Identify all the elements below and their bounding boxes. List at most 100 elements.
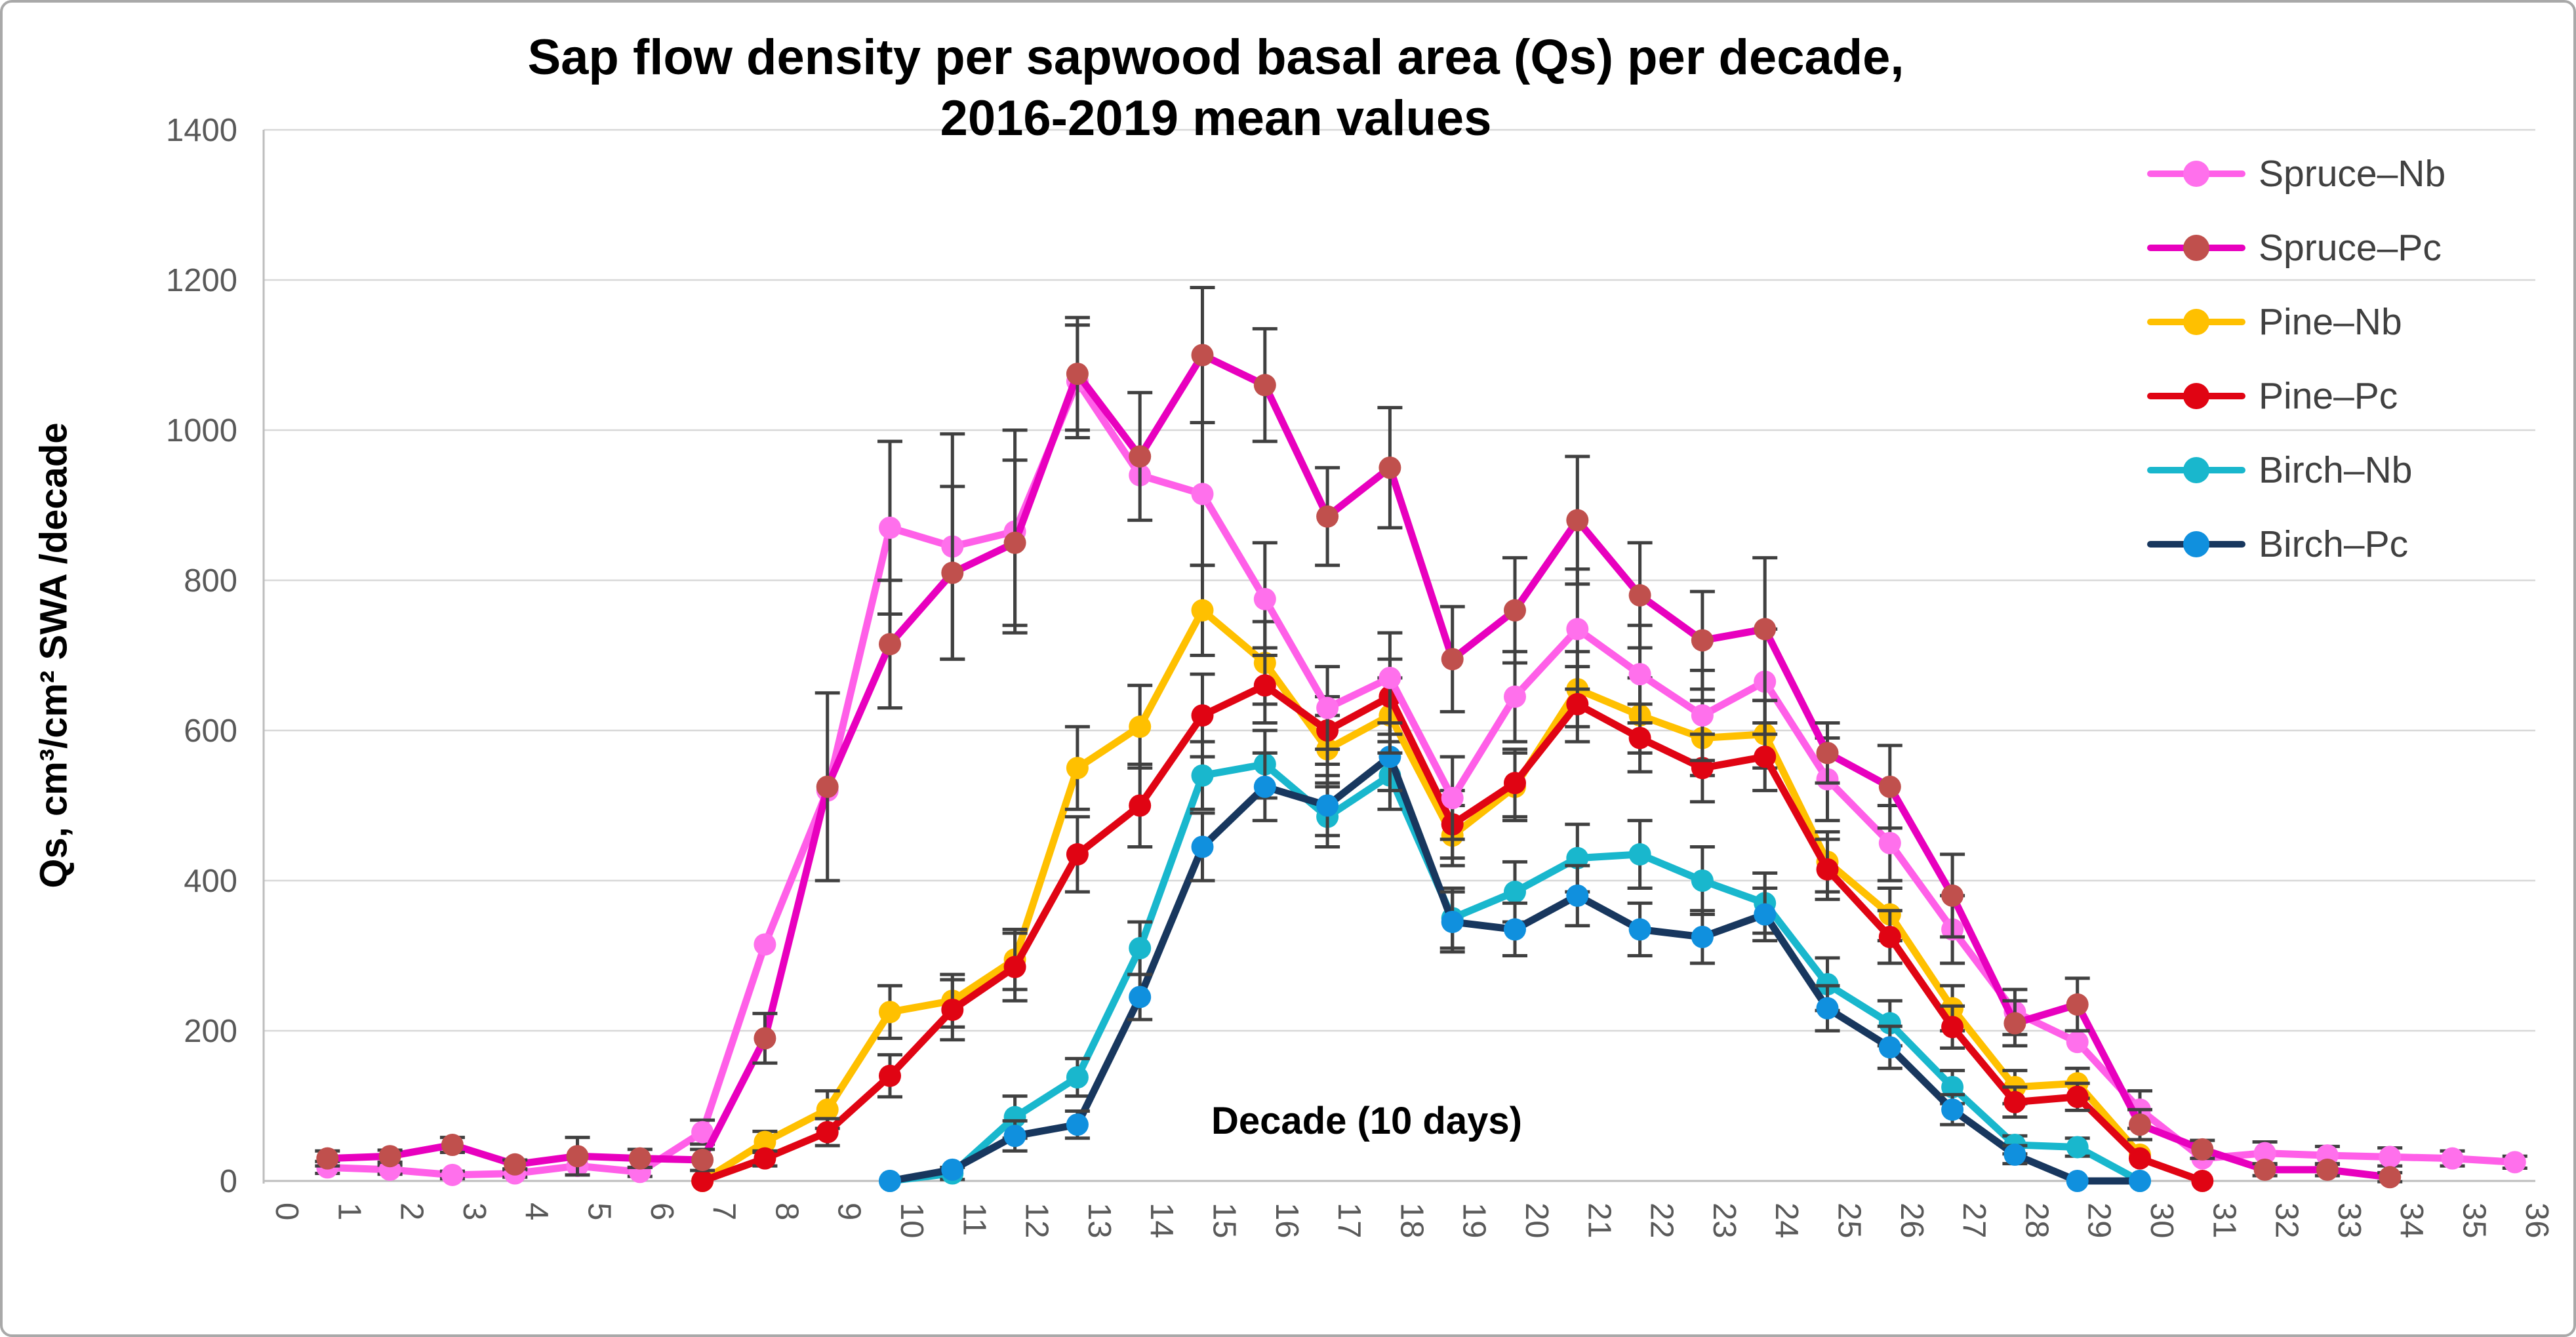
data-point-spruce-nb	[1379, 666, 1401, 689]
legend-marker-icon	[2183, 234, 2209, 261]
y-tick-label: 0	[220, 1164, 237, 1199]
data-point-birch-pc	[1441, 910, 1464, 933]
data-point-spruce-nb	[1253, 588, 1276, 610]
data-point-birch-pc	[2129, 1170, 2151, 1192]
data-point-birch-nb	[1191, 764, 1214, 787]
data-point-spruce-pc	[1316, 505, 1339, 528]
data-point-spruce-pc	[1816, 742, 1839, 765]
x-tick-label: 15	[1207, 1203, 1242, 1239]
x-tick-label: 32	[2269, 1203, 2304, 1239]
data-point-birch-pc	[1003, 1125, 1026, 1147]
data-point-birch-pc	[1504, 918, 1526, 941]
data-point-spruce-nb	[1878, 831, 1901, 854]
x-tick-label: 14	[1144, 1203, 1179, 1239]
legend-label: Spruce–Nb	[2259, 152, 2446, 195]
data-point-spruce-nb	[691, 1121, 714, 1144]
data-point-pine-nb	[816, 1098, 839, 1121]
legend-label: Pine–Pc	[2259, 374, 2398, 417]
x-tick-label: 27	[1956, 1203, 1992, 1239]
data-point-pine-pc	[1504, 772, 1526, 795]
data-point-spruce-nb	[1316, 696, 1339, 719]
data-point-birch-pc	[1316, 794, 1339, 817]
data-point-birch-pc	[1253, 775, 1276, 798]
chart-title: Sap flow density per sapwood basal area …	[42, 28, 2390, 149]
y-tick-label: 200	[184, 1014, 237, 1049]
data-point-birch-pc	[2003, 1143, 2026, 1166]
data-point-spruce-pc	[1941, 884, 1964, 907]
x-tick-label: 9	[832, 1203, 867, 1220]
data-point-pine-pc	[1816, 858, 1839, 881]
x-tick-label: 12	[1019, 1203, 1055, 1239]
x-tick-label: 17	[1331, 1203, 1367, 1239]
data-point-birch-pc	[1816, 997, 1839, 1020]
data-point-spruce-pc	[2379, 1166, 2402, 1189]
x-tick-label: 6	[644, 1203, 679, 1220]
x-tick-label: 3	[456, 1203, 492, 1220]
data-point-birch-pc	[941, 1158, 964, 1181]
x-tick-label: 30	[2144, 1203, 2179, 1239]
data-point-spruce-nb	[1628, 663, 1651, 686]
data-point-birch-pc	[1129, 986, 1152, 1008]
data-point-birch-nb	[1504, 881, 1526, 904]
x-tick-label: 10	[894, 1203, 929, 1239]
x-tick-label: 5	[582, 1203, 617, 1220]
data-point-birch-nb	[1066, 1066, 1089, 1088]
data-point-pine-pc	[1691, 757, 1714, 780]
x-tick-label: 21	[1581, 1203, 1617, 1239]
data-point-spruce-nb	[2379, 1146, 2402, 1168]
x-tick-label: 1	[331, 1203, 367, 1220]
legend-item-birch-pc: Birch–Pc	[2147, 507, 2445, 581]
data-point-birch-pc	[2066, 1170, 2089, 1192]
data-point-spruce-nb	[441, 1163, 464, 1186]
data-point-pine-pc	[941, 998, 964, 1021]
data-point-spruce-nb	[1691, 704, 1714, 727]
data-point-spruce-pc	[2316, 1158, 2339, 1181]
data-point-birch-nb	[1628, 843, 1651, 866]
x-tick-label: 4	[519, 1203, 554, 1220]
x-tick-label: 20	[1519, 1203, 1554, 1239]
x-tick-label: 8	[769, 1203, 804, 1220]
data-point-spruce-pc	[941, 561, 964, 584]
x-tick-label: 19	[1457, 1203, 1492, 1239]
data-point-birch-pc	[1191, 835, 1214, 858]
y-tick-label: 400	[184, 864, 237, 899]
y-axis-title: Qs, cm³/cm² SWA /decade	[32, 422, 75, 888]
data-point-pine-pc	[2066, 1085, 2089, 1108]
data-point-pine-pc	[1754, 746, 1777, 768]
y-axis-title-wrap: Qs, cm³/cm² SWA /decade	[14, 130, 93, 1181]
legend-swatch-pine-nb	[2147, 308, 2245, 335]
x-tick-label: 16	[1269, 1203, 1304, 1239]
y-tick-label: 1400	[166, 113, 237, 148]
series-line-spruce-pc	[323, 351, 2394, 1181]
legend-label: Birch–Nb	[2259, 449, 2413, 491]
data-point-spruce-nb	[1566, 618, 1589, 641]
legend-label: Birch–Pc	[2259, 523, 2409, 565]
x-tick-label: 24	[1769, 1203, 1804, 1239]
data-point-pine-pc	[816, 1121, 839, 1144]
x-tick-label: 7	[706, 1203, 742, 1220]
x-tick-label: 22	[1644, 1203, 1680, 1239]
x-tick-label: 2	[394, 1203, 430, 1220]
data-point-spruce-pc	[1191, 344, 1214, 367]
data-point-spruce-pc	[1504, 599, 1526, 622]
data-point-birch-pc	[1941, 1098, 1964, 1121]
data-point-pine-pc	[691, 1170, 714, 1192]
x-tick-label: 26	[1894, 1203, 1929, 1239]
x-tick-label: 36	[2519, 1203, 2554, 1239]
data-point-spruce-pc	[879, 633, 901, 656]
data-point-spruce-pc	[1066, 363, 1089, 386]
legend-marker-icon	[2183, 530, 2209, 557]
data-point-birch-pc	[1628, 918, 1651, 941]
x-tick-label: 25	[1832, 1203, 1867, 1239]
data-point-birch-nb	[1878, 1012, 1901, 1035]
x-tick-label: 13	[1081, 1203, 1117, 1239]
x-axis-title: Decade (10 days)	[1211, 1100, 1522, 1142]
data-point-pine-pc	[1566, 692, 1589, 715]
legend-item-spruce-pc: Spruce–Pc	[2147, 210, 2445, 285]
data-point-spruce-nb	[2503, 1151, 2526, 1174]
data-point-birch-nb	[1003, 1106, 1026, 1128]
data-point-birch-pc	[1066, 1113, 1089, 1136]
x-tick-label: 28	[2019, 1203, 2054, 1239]
series-line-spruce-nb	[323, 378, 2519, 1179]
